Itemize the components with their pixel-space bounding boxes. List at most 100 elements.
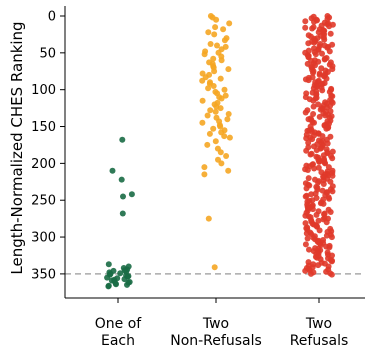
data-point (117, 270, 124, 277)
data-point (303, 185, 310, 192)
data-point (313, 147, 320, 154)
data-point (310, 103, 317, 110)
data-point (308, 270, 314, 277)
data-point (329, 172, 336, 179)
data-point (329, 66, 336, 73)
data-point (315, 217, 322, 224)
data-point (205, 85, 212, 92)
data-point (310, 97, 317, 104)
data-point (315, 101, 322, 108)
data-point (323, 125, 330, 132)
data-point (302, 109, 309, 116)
data-point (324, 140, 331, 147)
data-point (311, 39, 318, 46)
data-point (205, 215, 212, 222)
data-point (304, 167, 311, 173)
data-point (218, 95, 225, 102)
data-point (310, 69, 316, 76)
data-point (207, 107, 214, 114)
data-point (217, 123, 224, 130)
data-point (315, 164, 322, 171)
data-point (308, 191, 315, 198)
data-point (329, 188, 336, 195)
data-point (201, 164, 208, 171)
data-point (225, 167, 232, 174)
data-point (211, 31, 218, 38)
data-point (217, 149, 224, 156)
data-point (305, 175, 312, 182)
data-point (309, 25, 316, 32)
data-point (302, 24, 309, 31)
data-point (109, 167, 116, 174)
data-point (225, 111, 232, 117)
data-point (327, 209, 334, 215)
data-point (201, 51, 208, 58)
data-point (206, 130, 213, 137)
data-point (302, 193, 309, 200)
data-point (315, 262, 322, 269)
data-point (207, 41, 214, 47)
data-point (327, 30, 334, 37)
data-point (224, 116, 231, 123)
x-category-label: One of (95, 316, 143, 332)
data-point (105, 261, 112, 268)
data-point (326, 244, 333, 251)
data-point (128, 191, 135, 198)
x-category-label: Two (305, 316, 332, 332)
y-axis: 0 50 100 150 200 250 300 350 (31, 6, 66, 298)
data-point (321, 36, 328, 43)
data-point (201, 171, 208, 178)
data-point (113, 281, 119, 288)
data-point (306, 246, 312, 253)
data-point (302, 267, 309, 274)
data-point (210, 83, 217, 89)
y-tick-label: 300 (31, 231, 56, 246)
data-point (221, 86, 228, 93)
data-point (119, 136, 126, 143)
data-point (199, 97, 206, 104)
data-point (311, 165, 318, 172)
data-point (312, 51, 319, 58)
data-point (105, 283, 112, 290)
data-point (212, 138, 219, 145)
data-point (217, 105, 224, 112)
data-point (199, 77, 206, 84)
data-point (104, 274, 111, 281)
data-point (328, 271, 335, 278)
data-point (309, 136, 316, 143)
data-point (199, 119, 206, 126)
data-point (225, 66, 232, 73)
x-category-label: Refusals (290, 333, 349, 349)
data-point (323, 75, 330, 82)
data-point (124, 281, 130, 288)
data-point (320, 200, 327, 207)
data-point (303, 230, 310, 237)
y-tick-label: 50 (39, 46, 56, 61)
data-point (204, 112, 211, 119)
y-tick-label: 0 (48, 10, 56, 25)
data-point (316, 158, 323, 165)
data-point (323, 219, 330, 226)
data-point (217, 75, 224, 82)
y-tick-label: 150 (31, 120, 56, 135)
data-point (212, 24, 219, 31)
data-point (305, 40, 312, 47)
data-points (104, 13, 336, 290)
data-point (319, 133, 326, 140)
data-point (326, 195, 333, 202)
data-point (211, 264, 218, 271)
data-point (304, 235, 311, 242)
data-point (205, 29, 212, 36)
data-point (316, 227, 323, 234)
data-point (329, 155, 336, 162)
data-point (218, 57, 225, 64)
y-tick-label: 100 (31, 83, 56, 98)
data-point (204, 141, 211, 148)
data-point (226, 134, 233, 141)
data-point (319, 50, 325, 57)
y-tick-label: 350 (31, 267, 56, 282)
data-point (305, 139, 312, 146)
data-point (211, 68, 218, 75)
data-point (326, 48, 333, 55)
